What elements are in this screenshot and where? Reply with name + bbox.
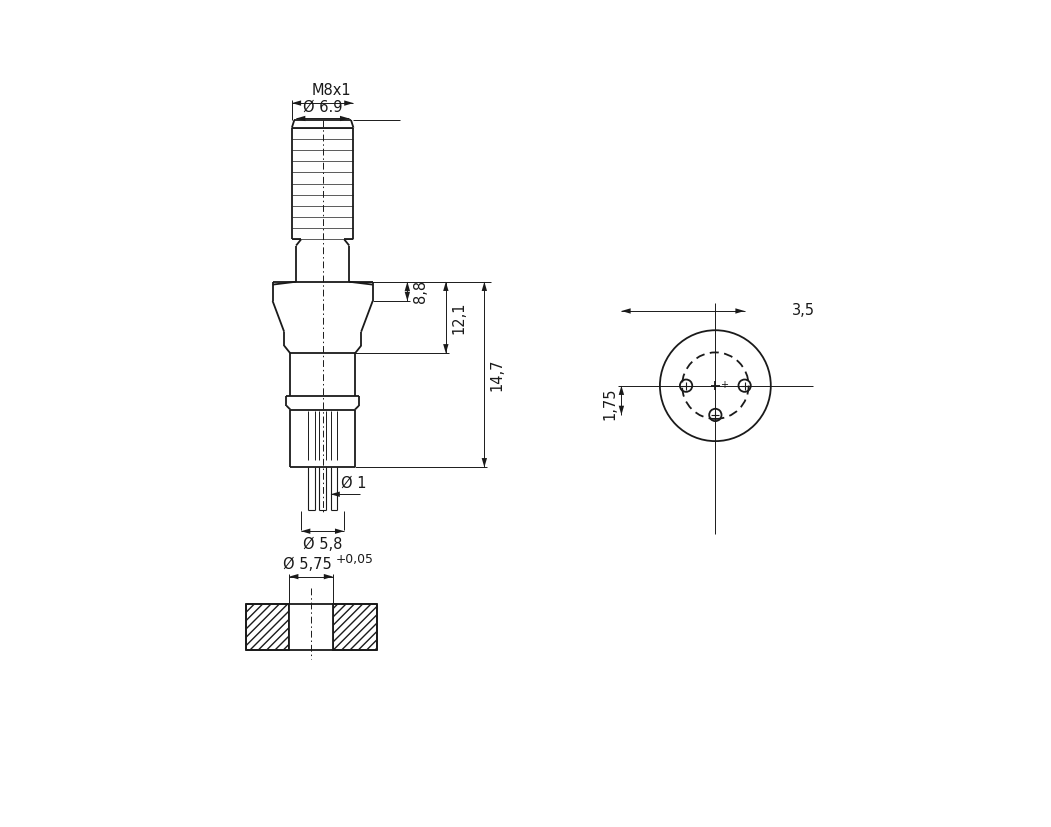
Polygon shape: [621, 308, 631, 313]
Polygon shape: [292, 100, 301, 106]
Polygon shape: [481, 458, 487, 467]
Polygon shape: [444, 344, 449, 353]
Polygon shape: [331, 491, 339, 497]
Bar: [333, 604, 376, 650]
Polygon shape: [324, 574, 333, 580]
Polygon shape: [289, 574, 298, 580]
Text: Ø 1: Ø 1: [341, 476, 367, 491]
Polygon shape: [481, 282, 487, 291]
Text: 1,75: 1,75: [602, 388, 618, 420]
Polygon shape: [405, 282, 410, 291]
Text: 3,5: 3,5: [792, 304, 816, 318]
Text: +: +: [720, 380, 728, 390]
Text: M8x1: M8x1: [312, 84, 352, 98]
Text: Ø 5,8: Ø 5,8: [303, 538, 343, 552]
Text: 12,1: 12,1: [451, 301, 467, 334]
Polygon shape: [345, 100, 353, 106]
Text: 8,8: 8,8: [413, 280, 428, 303]
Polygon shape: [296, 116, 306, 122]
Polygon shape: [339, 116, 349, 122]
Polygon shape: [619, 406, 624, 415]
Text: Ø 5,75: Ø 5,75: [283, 557, 332, 572]
Polygon shape: [301, 528, 310, 534]
Polygon shape: [335, 528, 345, 534]
Bar: [246, 604, 289, 650]
Text: +0,05: +0,05: [336, 553, 374, 566]
Polygon shape: [444, 282, 449, 291]
Bar: [289, 604, 333, 650]
Polygon shape: [619, 385, 624, 395]
Polygon shape: [405, 292, 410, 301]
Text: Ø 6.9: Ø 6.9: [303, 99, 343, 115]
Text: 14,7: 14,7: [490, 358, 504, 391]
Polygon shape: [736, 308, 744, 313]
